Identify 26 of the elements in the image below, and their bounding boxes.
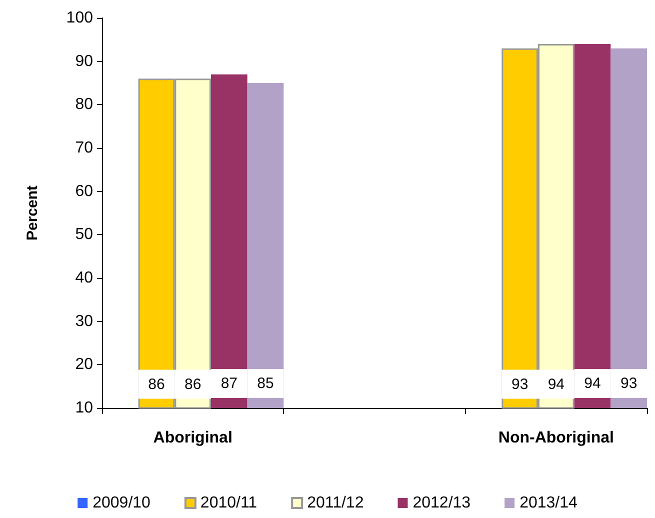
legend-label: 2012/13 — [412, 494, 471, 512]
legend-label: 2010/11 — [200, 494, 258, 512]
y-tick-label: 30 — [75, 312, 94, 330]
y-tick-label: 70 — [75, 140, 94, 156]
x-tick-label: Aboriginal — [153, 430, 232, 446]
legend-label: 2011/12 — [307, 494, 364, 512]
y-tick-label: 20 — [75, 356, 94, 374]
data-label: 93 — [620, 375, 638, 392]
data-label: 86 — [184, 376, 202, 393]
y-tick-label: 40 — [75, 270, 94, 286]
y-tick-label: 90 — [75, 52, 94, 70]
y-tick-label: 100 — [66, 10, 94, 26]
data-label: 87 — [220, 375, 238, 392]
y-tick-label: 10 — [75, 400, 94, 416]
y-tick-label: 60 — [75, 182, 94, 200]
x-tick-label: Non-Aboriginal — [498, 430, 614, 446]
data-label: 94 — [548, 376, 565, 393]
data-label: 85 — [257, 375, 274, 392]
data-label: 86 — [148, 376, 165, 393]
data-label: 94 — [584, 375, 601, 392]
legend-label: 2013/14 — [520, 494, 578, 512]
data-label: 93 — [511, 376, 528, 393]
y-tick-label: 50 — [75, 226, 94, 244]
legend-label: 2009/10 — [92, 494, 151, 512]
y-axis-title: Percent — [24, 185, 41, 241]
y-tick-label: 80 — [75, 96, 94, 114]
